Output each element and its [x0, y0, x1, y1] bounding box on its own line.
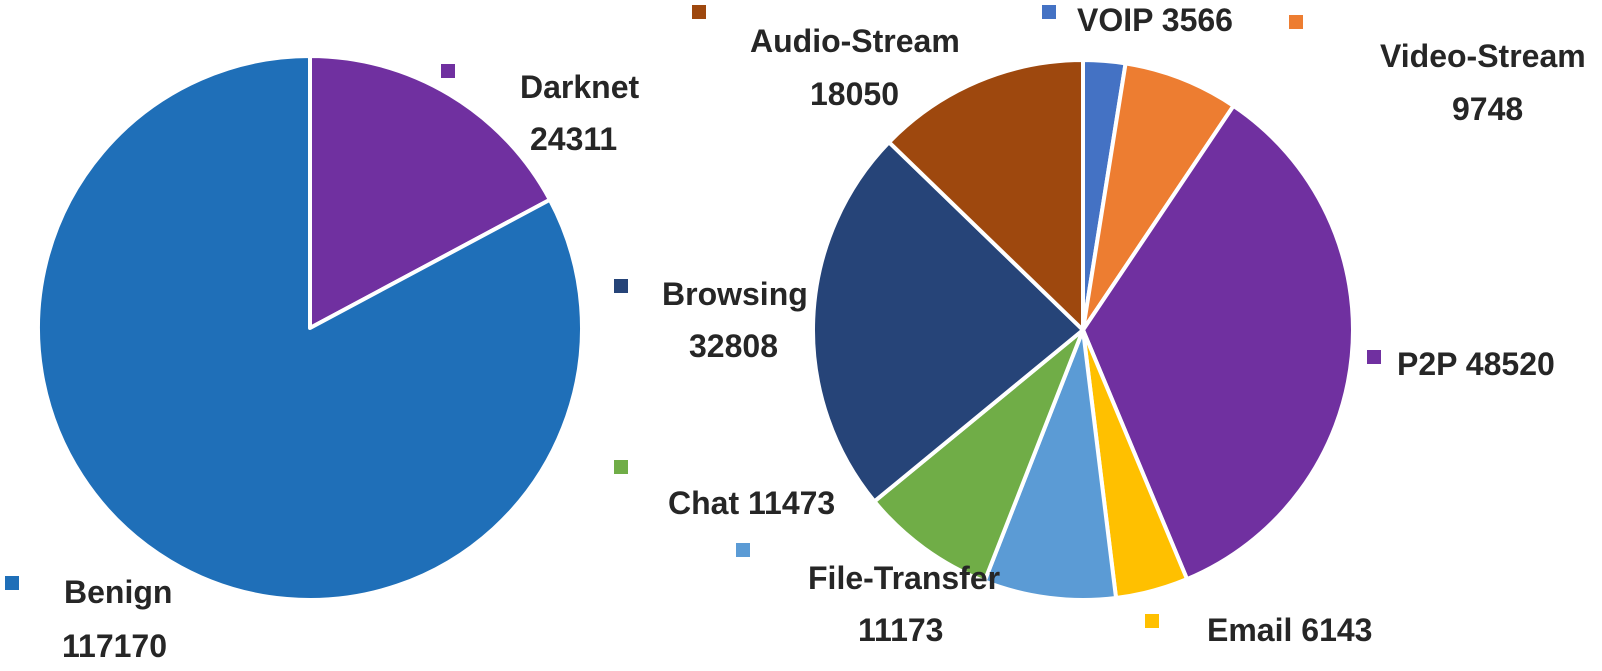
data-label-p2p: P2P 48520 — [1397, 346, 1555, 382]
pie-slice-p2p — [1081, 103, 1355, 582]
pie-chart-darknet-apps: VOIP 3566 Video-Stream 9748 P2P 48520 Email … — [614, 2, 1586, 648]
data-label-video-stream-value: 9748 — [1452, 91, 1523, 127]
data-label-darknet-value: 24311 — [530, 121, 617, 157]
pie-slice-browsing — [811, 140, 1085, 504]
legend-swatch-audio-stream — [692, 5, 706, 19]
data-label-file-transfer-name: File-Transfer — [808, 560, 1000, 596]
pie-slice-chat — [872, 328, 1085, 584]
data-label-benign-value: 117170 — [62, 628, 167, 664]
legend-swatch-file-transfer — [736, 543, 750, 557]
data-label-browsing-value: 32808 — [689, 328, 778, 364]
data-label-video-stream-name: Video-Stream — [1380, 38, 1586, 74]
pie-slice-video-stream — [1081, 61, 1236, 332]
pie-slice-file-transfer — [982, 328, 1119, 602]
legend-swatch-p2p — [1367, 350, 1381, 364]
data-label-file-transfer-value: 11173 — [858, 612, 943, 648]
legend-swatch-benign — [5, 576, 19, 590]
legend-swatch-browsing — [614, 279, 628, 293]
data-label-audio-stream-name: Audio-Stream — [750, 23, 960, 59]
legend-swatch-video-stream — [1289, 15, 1303, 29]
data-label-voip: VOIP 3566 — [1077, 2, 1233, 38]
data-label-benign-name: Benign — [64, 574, 172, 610]
pie-slice-audio-stream — [887, 58, 1085, 332]
pie-slice-darknet — [308, 54, 552, 330]
data-label-chat: Chat 11473 — [668, 485, 835, 521]
data-label-darknet-name: Darknet — [520, 69, 640, 105]
data-label-audio-stream-value: 18050 — [810, 76, 899, 112]
legend-swatch-voip — [1042, 5, 1056, 19]
pie-chart-traffic-class: Darknet 24311 Benign 117170 — [5, 54, 640, 664]
legend-swatch-chat — [614, 460, 628, 474]
legend-swatch-darknet — [441, 64, 455, 78]
legend-swatch-email — [1145, 614, 1159, 628]
pie-slice-benign — [36, 54, 584, 602]
data-label-email: Email 6143 — [1207, 612, 1372, 648]
data-label-browsing-name: Browsing — [662, 276, 808, 312]
